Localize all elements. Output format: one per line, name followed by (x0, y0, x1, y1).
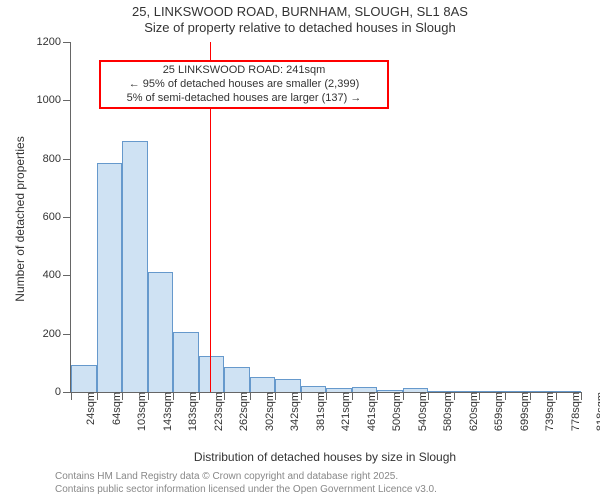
histogram-bar (556, 391, 582, 392)
histogram-bar (454, 391, 480, 392)
annotation-line: 5% of semi-detached houses are larger (1… (105, 92, 383, 106)
x-tick (326, 392, 327, 400)
title-line-1: 25, LINKSWOOD ROAD, BURNHAM, SLOUGH, SL1… (0, 4, 600, 20)
x-tick-label: 421sqm (330, 392, 352, 431)
x-tick (301, 392, 302, 400)
histogram-plot: 02004006008001000120024sqm64sqm103sqm143… (70, 42, 581, 393)
histogram-bar (71, 365, 97, 392)
y-axis-label: Number of detached properties (13, 129, 27, 309)
x-tick (530, 392, 531, 400)
x-tick (581, 392, 582, 400)
x-tick-label: 620sqm (458, 392, 480, 431)
histogram-bar (97, 163, 123, 392)
x-tick-label: 342sqm (279, 392, 301, 431)
histogram-bar (505, 391, 531, 392)
histogram-bar (224, 367, 250, 392)
y-tick-label: 400 (43, 269, 71, 281)
x-tick-label: 778sqm (560, 392, 582, 431)
histogram-bar (377, 390, 403, 392)
x-tick (556, 392, 557, 400)
histogram-bar (428, 391, 454, 392)
x-tick (352, 392, 353, 400)
x-tick (173, 392, 174, 400)
histogram-bar (479, 391, 505, 392)
title-line-2: Size of property relative to detached ho… (0, 20, 600, 36)
x-tick (275, 392, 276, 400)
histogram-bar (275, 379, 301, 392)
histogram-bar (403, 388, 429, 392)
x-tick-label: 223sqm (203, 392, 225, 431)
x-tick (454, 392, 455, 400)
annotation-line: ← 95% of detached houses are smaller (2,… (105, 78, 383, 92)
x-tick (377, 392, 378, 400)
x-tick (199, 392, 200, 400)
x-tick (428, 392, 429, 400)
y-tick-label: 1000 (37, 94, 71, 106)
footer-line-2: Contains public sector information licen… (55, 483, 437, 496)
x-tick (71, 392, 72, 400)
x-tick-label: 659sqm (483, 392, 505, 431)
x-tick (479, 392, 480, 400)
x-tick-label: 302sqm (254, 392, 276, 431)
x-tick-label: 461sqm (356, 392, 378, 431)
x-tick-label: 818sqm (585, 392, 600, 431)
y-tick-label: 800 (43, 153, 71, 165)
x-tick-label: 580sqm (432, 392, 454, 431)
x-tick-label: 739sqm (534, 392, 556, 431)
histogram-bar (173, 332, 199, 392)
histogram-bar (122, 141, 148, 392)
footer-line-1: Contains HM Land Registry data © Crown c… (55, 470, 437, 483)
x-tick-label: 64sqm (101, 392, 123, 425)
histogram-bar (148, 272, 174, 392)
attribution-footer: Contains HM Land Registry data © Crown c… (55, 470, 437, 496)
x-tick (148, 392, 149, 400)
histogram-bar (301, 386, 327, 392)
x-tick-label: 183sqm (177, 392, 199, 431)
x-tick (250, 392, 251, 400)
x-tick-label: 24sqm (75, 392, 97, 425)
x-tick (224, 392, 225, 400)
x-tick-label: 143sqm (152, 392, 174, 431)
x-tick (505, 392, 506, 400)
y-tick-label: 0 (55, 386, 71, 398)
annotation-line: 25 LINKSWOOD ROAD: 241sqm (105, 64, 383, 78)
x-tick (403, 392, 404, 400)
x-tick-label: 381sqm (305, 392, 327, 431)
x-tick-label: 540sqm (407, 392, 429, 431)
histogram-bar (530, 391, 556, 392)
x-tick-label: 262sqm (228, 392, 250, 431)
x-tick-label: 500sqm (381, 392, 403, 431)
chart-title: 25, LINKSWOOD ROAD, BURNHAM, SLOUGH, SL1… (0, 4, 600, 35)
x-tick-label: 103sqm (126, 392, 148, 431)
histogram-bar (250, 377, 276, 392)
y-tick-label: 1200 (37, 36, 71, 48)
x-axis-label: Distribution of detached houses by size … (70, 450, 580, 464)
histogram-bar (352, 387, 378, 392)
x-tick (122, 392, 123, 400)
histogram-bar (326, 388, 352, 392)
y-tick-label: 200 (43, 328, 71, 340)
x-tick (97, 392, 98, 400)
x-tick-label: 699sqm (509, 392, 531, 431)
y-tick-label: 600 (43, 211, 71, 223)
annotation-box: 25 LINKSWOOD ROAD: 241sqm← 95% of detach… (99, 60, 389, 109)
